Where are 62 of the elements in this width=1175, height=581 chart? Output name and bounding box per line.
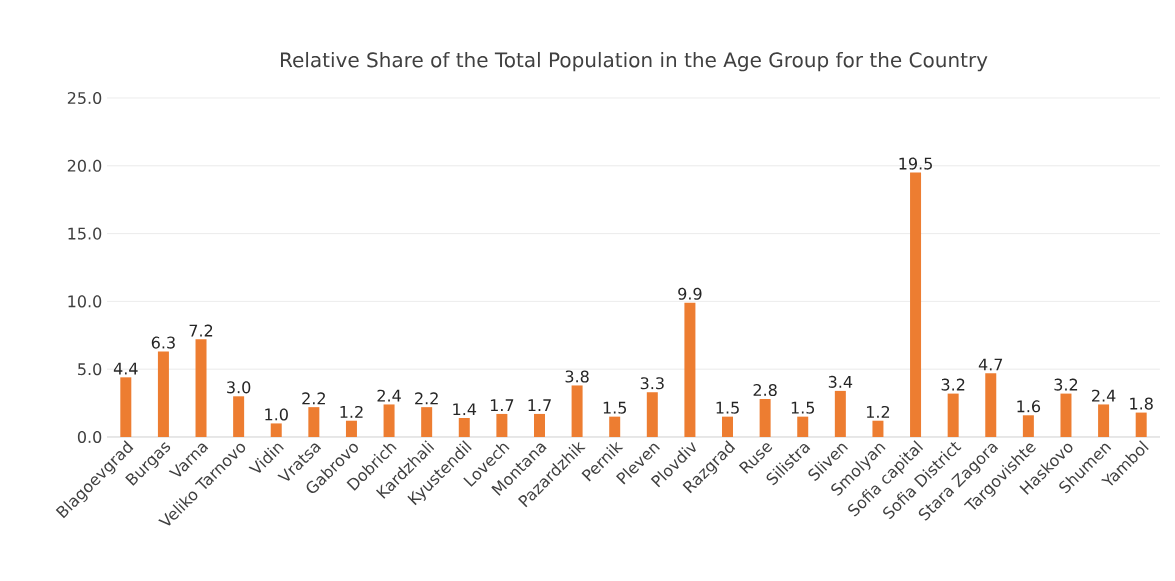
data-label: 2.2	[302, 392, 325, 405]
bar	[947, 393, 959, 437]
bar	[759, 399, 771, 437]
bar	[646, 392, 658, 437]
data-label: 2.4	[1092, 389, 1116, 402]
data-label: 2.2	[415, 392, 438, 405]
data-label: 7.2	[189, 324, 213, 337]
data-label: 9.9	[678, 287, 702, 300]
data-label: 1.5	[603, 401, 627, 414]
data-label: 1.2	[340, 405, 363, 418]
data-label: 3.0	[227, 381, 251, 394]
y-tick-label: 25.0	[67, 91, 102, 105]
bar	[834, 390, 846, 437]
data-label: 3.2	[1054, 378, 1078, 391]
bar	[1098, 404, 1110, 437]
y-tick-label: 20.0	[67, 159, 102, 172]
y-tick-label: 15.0	[68, 227, 102, 240]
bar	[910, 172, 922, 437]
data-label: 1.0	[265, 408, 288, 421]
bar	[270, 423, 282, 437]
data-label: 1.4	[453, 403, 477, 416]
data-label: 1.7	[528, 399, 551, 411]
bar	[120, 377, 132, 437]
bar	[496, 413, 508, 437]
bar	[1022, 415, 1034, 437]
data-label: 6.3	[151, 336, 175, 349]
bar	[985, 373, 997, 437]
bar	[195, 339, 207, 437]
data-label: 1.5	[791, 401, 815, 414]
data-label: 19.5	[899, 157, 932, 170]
data-label: 4.7	[978, 358, 1003, 371]
data-label: 1.6	[1017, 400, 1041, 413]
bar	[157, 351, 169, 437]
data-label: 1.8	[1130, 397, 1153, 410]
bar	[1135, 412, 1147, 437]
y-tick-label: 10.0	[68, 295, 102, 308]
bar	[458, 418, 470, 437]
bar	[722, 416, 734, 437]
bar	[872, 420, 884, 437]
data-label: 2.4	[377, 389, 401, 402]
data-label: 1.7	[490, 399, 514, 411]
bar	[1060, 393, 1072, 437]
data-label: 3.3	[640, 377, 664, 390]
data-label: 4.4	[113, 362, 138, 375]
bar	[233, 396, 245, 437]
bar	[571, 385, 583, 437]
bar	[421, 407, 433, 437]
bar	[609, 416, 621, 437]
data-label: 3.4	[828, 375, 853, 388]
bar	[308, 407, 320, 437]
bar	[345, 420, 357, 437]
bar	[797, 416, 809, 437]
bar	[383, 404, 395, 437]
data-label: 3.2	[941, 378, 965, 391]
data-label: 3.8	[565, 370, 589, 383]
bar	[684, 302, 696, 437]
y-tick-label: 5.0	[78, 363, 102, 376]
bar	[533, 413, 545, 437]
data-label: 1.2	[866, 405, 890, 418]
data-label: 2.8	[753, 383, 777, 397]
chart-title: Relative Share of the Total Population in the Age Group for the Country	[281, 51, 988, 72]
data-label: 1.5	[716, 401, 739, 414]
